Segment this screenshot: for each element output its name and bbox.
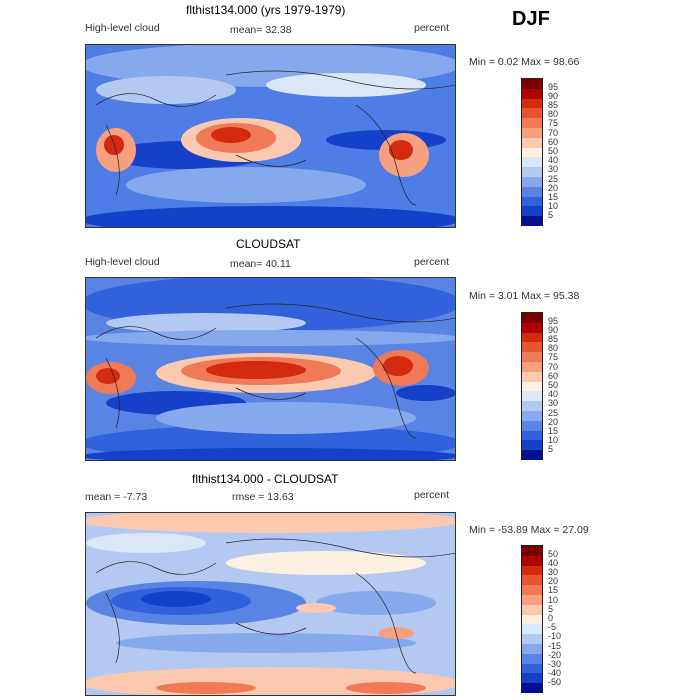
rmse-label: rmse = 13.63 — [232, 491, 294, 503]
season-label: DJF — [512, 8, 550, 30]
tick: 60 — [548, 137, 559, 147]
tick: 20 — [548, 417, 559, 427]
map-obs — [85, 277, 456, 461]
mean-label: mean= 40.11 — [230, 258, 291, 270]
units-label: percent — [414, 22, 450, 34]
tick: -10 — [548, 631, 562, 641]
tick: 10 — [548, 595, 559, 605]
tick: 5 — [548, 444, 554, 454]
variable-label: High-level cloud — [85, 22, 160, 34]
tick: 70 — [548, 128, 559, 138]
mean-label: mean= 32.38 — [230, 24, 292, 36]
tick: 75 — [548, 352, 559, 362]
tick: 80 — [548, 109, 559, 119]
tick: 40 — [548, 558, 559, 568]
panel-title: flthist134.000 (yrs 1979-1979) — [186, 3, 346, 17]
units-label: percent — [414, 256, 450, 268]
tick: 15 — [548, 192, 559, 202]
tick: -40 — [548, 668, 562, 678]
tick: 60 — [548, 371, 559, 381]
tick: 20 — [548, 183, 559, 193]
tick: 30 — [548, 164, 559, 174]
tick: 25 — [548, 408, 559, 418]
tick: 10 — [548, 201, 559, 211]
tick: 75 — [548, 118, 559, 128]
colorbar-model — [521, 78, 543, 226]
tick: 5 — [548, 604, 554, 614]
colorbar-diff — [521, 545, 543, 693]
map-model — [85, 44, 456, 228]
units-label: percent — [414, 489, 450, 501]
tick: 90 — [548, 325, 559, 335]
tick: 95 — [548, 316, 559, 326]
tick: 30 — [548, 567, 559, 577]
panel-title: flthist134.000 - CLOUDSAT — [192, 472, 339, 486]
tick: 90 — [548, 91, 559, 101]
tick: 50 — [548, 549, 559, 559]
minmax-label: Min = 3.01 Max = 95.38 — [469, 290, 580, 302]
minmax-label: Min = 0.02 Max = 98.66 — [469, 56, 580, 68]
tick: 85 — [548, 334, 559, 344]
mean-label: mean = -7.73 — [85, 491, 148, 503]
tick: 0 — [548, 613, 554, 623]
tick: 20 — [548, 576, 559, 586]
tick: 50 — [548, 146, 559, 156]
tick: 25 — [548, 174, 559, 184]
tick: 15 — [548, 426, 559, 436]
tick: 85 — [548, 100, 559, 110]
colorbar-obs — [521, 312, 543, 460]
tick: 10 — [548, 435, 559, 445]
tick: 80 — [548, 343, 559, 353]
tick: -15 — [548, 641, 562, 651]
minmax-label: Min = -53.89 Max = 27.09 — [469, 524, 589, 536]
tick: 15 — [548, 585, 559, 595]
tick: -5 — [548, 622, 557, 632]
tick: 5 — [548, 210, 554, 220]
tick: 50 — [548, 380, 559, 390]
tick: 30 — [548, 398, 559, 408]
panel-title: CLOUDSAT — [236, 237, 301, 251]
tick: 95 — [548, 82, 559, 92]
variable-label: High-level cloud — [85, 256, 160, 268]
tick: 40 — [548, 155, 559, 165]
tick: 40 — [548, 389, 559, 399]
tick: -20 — [548, 650, 562, 660]
map-diff — [85, 512, 456, 696]
tick: -30 — [548, 659, 562, 669]
tick: 70 — [548, 362, 559, 372]
tick: -50 — [548, 677, 562, 687]
